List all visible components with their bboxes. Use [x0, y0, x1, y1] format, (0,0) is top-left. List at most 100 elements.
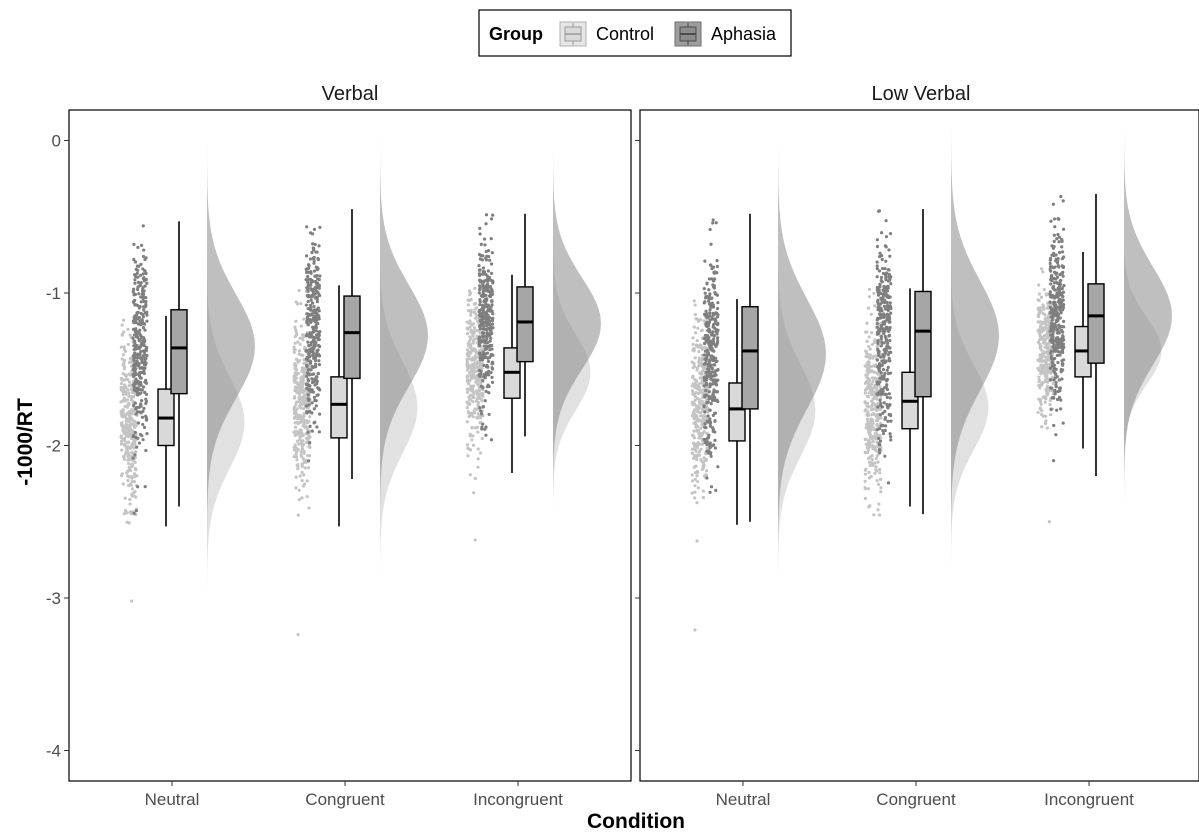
- raw-point-control: [294, 319, 298, 323]
- raw-point-aphasia: [317, 337, 321, 342]
- raw-point-aphasia: [711, 303, 715, 307]
- raw-point-aphasia: [716, 336, 720, 340]
- raw-point-aphasia: [1049, 311, 1053, 315]
- raw-point-control: [294, 400, 299, 404]
- raw-point-aphasia: [316, 321, 320, 326]
- raw-point-aphasia: [477, 264, 481, 268]
- raw-point-aphasia: [143, 257, 147, 262]
- raw-point-aphasia: [1055, 260, 1060, 265]
- raw-point-aphasia: [141, 385, 146, 389]
- density-cloud-aphasia: [1124, 96, 1172, 536]
- raw-point-aphasia: [310, 429, 314, 433]
- raw-point-aphasia: [134, 327, 138, 331]
- raw-point-control: [301, 353, 305, 357]
- raw-point-control: [1037, 375, 1041, 379]
- outlier-point: [129, 599, 134, 603]
- raw-point-control: [476, 447, 480, 451]
- raw-point-control: [121, 392, 126, 396]
- raw-point-aphasia: [315, 425, 319, 429]
- raw-point-control: [120, 421, 124, 425]
- y-axis-title: -1000/RT: [14, 398, 37, 486]
- raw-point-aphasia: [141, 254, 146, 259]
- raw-point-aphasia: [487, 412, 491, 417]
- x-tick-label: Neutral: [716, 790, 771, 809]
- raw-point-control: [126, 327, 130, 331]
- raw-point-aphasia: [483, 399, 487, 403]
- raw-point-aphasia: [132, 382, 137, 386]
- raw-point-aphasia: [138, 353, 142, 357]
- raw-point-aphasia: [702, 336, 706, 341]
- raw-point-control: [865, 372, 869, 377]
- raw-point-control: [292, 374, 297, 378]
- density-cloud-aphasia: [380, 109, 428, 563]
- raw-point-aphasia: [481, 292, 485, 297]
- raw-point-aphasia: [142, 339, 147, 343]
- raw-point-aphasia: [886, 353, 890, 357]
- raw-point-aphasia: [133, 430, 137, 435]
- raw-point-aphasia: [478, 288, 482, 292]
- raw-point-control: [123, 436, 127, 440]
- raw-point-control: [876, 402, 880, 406]
- raw-point-aphasia: [878, 413, 882, 417]
- raw-point-control: [867, 505, 871, 509]
- raw-point-aphasia: [1056, 291, 1060, 295]
- raw-point-control: [298, 394, 302, 399]
- raw-point-aphasia: [310, 377, 315, 381]
- raw-point-aphasia: [310, 250, 314, 255]
- raw-point-aphasia: [1049, 219, 1053, 223]
- raw-point-control: [126, 430, 130, 434]
- raw-point-aphasia: [711, 427, 715, 432]
- raw-point-aphasia: [709, 402, 713, 406]
- raw-point-control: [1040, 425, 1044, 429]
- raw-point-control: [693, 484, 697, 488]
- raw-point-aphasia: [316, 372, 320, 376]
- raw-point-control: [869, 417, 873, 421]
- raw-point-control: [1043, 421, 1048, 425]
- raw-point-aphasia: [707, 433, 711, 437]
- raw-point-aphasia: [310, 380, 315, 385]
- raw-point-aphasia: [482, 344, 486, 348]
- raw-point-control: [873, 461, 877, 465]
- raw-point-control: [466, 331, 470, 336]
- raw-point-control: [696, 319, 701, 323]
- raw-point-aphasia: [1058, 302, 1062, 306]
- raw-point-aphasia: [716, 301, 720, 305]
- raw-point-control: [293, 433, 298, 437]
- raw-point-control: [130, 387, 134, 391]
- raw-point-aphasia: [484, 222, 488, 226]
- raw-point-control: [867, 345, 871, 349]
- raw-point-aphasia: [135, 393, 140, 397]
- raw-point-control: [129, 394, 133, 399]
- raw-point-control: [292, 448, 297, 452]
- raw-point-aphasia: [877, 442, 881, 446]
- raw-point-aphasia: [485, 289, 489, 293]
- raw-point-control: [126, 388, 130, 392]
- raw-point-control: [472, 302, 477, 306]
- raw-point-control: [697, 356, 701, 360]
- raw-point-aphasia: [875, 267, 879, 271]
- raw-point-aphasia: [1049, 407, 1053, 411]
- raw-point-control: [123, 442, 127, 446]
- raw-point-control: [877, 513, 882, 517]
- raw-point-aphasia: [490, 375, 494, 379]
- raw-point-aphasia: [711, 221, 715, 225]
- raw-point-aphasia: [1050, 308, 1054, 313]
- raw-point-aphasia: [478, 339, 483, 343]
- raw-point-aphasia: [711, 279, 716, 283]
- raw-point-control: [131, 458, 135, 463]
- raw-point-control: [125, 417, 130, 421]
- raw-point-control: [691, 375, 695, 379]
- raw-point-aphasia: [883, 298, 887, 303]
- raw-point-control: [1036, 410, 1040, 415]
- raw-point-aphasia: [885, 294, 890, 299]
- raw-point-control: [127, 423, 132, 428]
- raw-point-control: [470, 438, 474, 442]
- raw-point-aphasia: [485, 371, 489, 375]
- raw-point-aphasia: [306, 377, 310, 381]
- raw-point-control: [695, 344, 699, 348]
- raw-point-aphasia: [484, 284, 489, 288]
- raw-point-control: [469, 313, 473, 317]
- raw-point-aphasia: [307, 459, 311, 463]
- raw-point-aphasia: [481, 404, 486, 409]
- raw-point-aphasia: [704, 370, 708, 375]
